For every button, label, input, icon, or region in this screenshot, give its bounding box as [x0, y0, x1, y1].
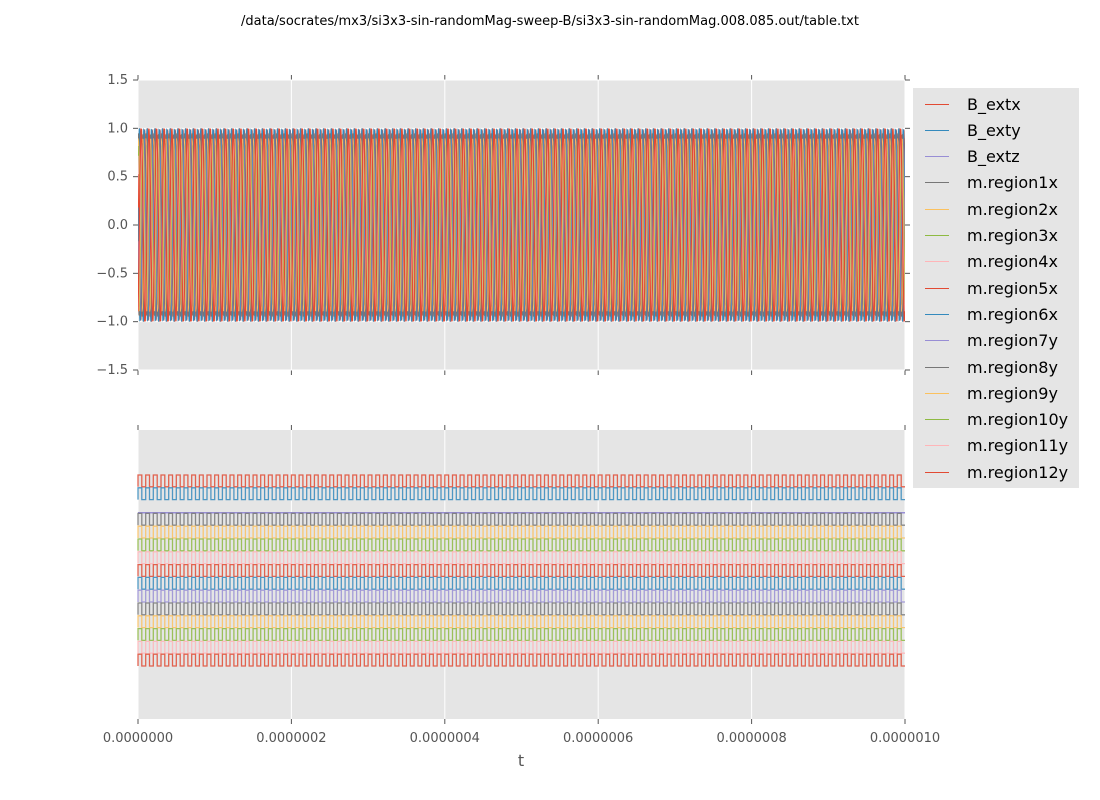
square-wave-m.region4x [137, 551, 905, 565]
legend-label: m.region5x [967, 278, 1058, 298]
legend-item: m.region8y [925, 354, 1058, 380]
y-tick-label: −1.5 [96, 363, 128, 378]
square-wave-m.region5x [137, 563, 905, 578]
legend-item: m.region7y [925, 328, 1058, 354]
legend-item: B_extx [925, 91, 1021, 117]
legend-label: m.region7y [967, 331, 1058, 351]
x-tick-label: 0.0000004 [410, 731, 480, 746]
x-tick-label: 0.0000000 [103, 731, 173, 746]
legend-item: m.region9y [925, 380, 1058, 406]
y-tick-label: 1.5 [107, 73, 128, 88]
legend-swatch [925, 445, 949, 447]
legend-item: m.region5x [925, 275, 1058, 301]
square-wave-m.region10y [137, 627, 905, 642]
legend-label: m.region8y [967, 357, 1058, 377]
legend: B_extx B_exty B_extz m.region1x m.region2x m.… [913, 88, 1079, 488]
legend-swatch [925, 366, 949, 368]
y-tick-label: −1.0 [96, 315, 128, 330]
y-tick-label: −0.5 [96, 266, 128, 281]
y-tick-label: 0.5 [107, 170, 128, 185]
x-tick-label: 0.0000002 [256, 731, 326, 746]
legend-item: m.region4x [925, 249, 1058, 275]
legend-label: m.region6x [967, 304, 1058, 324]
legend-swatch [925, 129, 949, 131]
legend-label: B_exty [967, 120, 1021, 140]
legend-swatch [925, 235, 949, 236]
legend-label: m.region4x [967, 252, 1058, 272]
legend-label: m.region9y [967, 383, 1058, 403]
legend-swatch [925, 392, 949, 394]
square-wave-B_extx [137, 474, 905, 488]
square-wave-B_exty [137, 487, 905, 501]
square-wave-m.region11y [137, 640, 905, 654]
legend-swatch [925, 313, 949, 315]
legend-item: m.region2x [925, 196, 1058, 222]
legend-item: m.region12y [925, 459, 1068, 485]
square-wave-m.region9y [137, 615, 905, 629]
legend-label: m.region11y [967, 436, 1069, 456]
legend-label: B_extz [967, 147, 1020, 167]
y-tick-label: 1.0 [107, 121, 128, 136]
legend-label: m.region3x [967, 226, 1058, 245]
square-wave-m.region12y [137, 653, 905, 667]
series-line-m.region12y [138, 128, 905, 322]
figure-title: /data/socrates/mx3/si3x3-sin-randomMag-s… [241, 14, 859, 29]
legend-swatch [925, 208, 949, 210]
legend-item: m.region10y [925, 407, 1068, 433]
x-tick-label: 0.0000006 [563, 731, 633, 746]
legend-swatch [925, 182, 949, 184]
legend-swatch [925, 340, 949, 342]
legend-item: B_exty [925, 117, 1021, 143]
legend-item: m.region11y [925, 433, 1068, 459]
legend-swatch [925, 419, 949, 421]
legend-item: B_extz [925, 144, 1020, 170]
square-wave-m.region6x [137, 576, 905, 590]
legend-swatch [925, 156, 949, 158]
legend-item: m.region3x [925, 223, 1058, 249]
square-wave-m.region2x [137, 525, 905, 539]
legend-item: m.region6x [925, 301, 1058, 327]
x-tick-label: 0.0000010 [870, 731, 940, 746]
y-tick-label: 0.0 [107, 218, 128, 233]
x-axis-label: t [518, 751, 524, 770]
legend-swatch [925, 103, 949, 105]
square-wave-m.region1x [137, 512, 905, 526]
legend-swatch [925, 287, 949, 289]
legend-label: m.region12y [967, 462, 1069, 482]
legend-swatch [925, 471, 949, 473]
square-wave-m.region8y [137, 602, 905, 616]
legend-swatch [925, 261, 949, 263]
legend-label: m.region10y [967, 410, 1069, 430]
legend-label: m.region1x [967, 173, 1058, 193]
square-wave-m.region3x [137, 538, 905, 552]
legend-item: m.region1x [925, 170, 1058, 196]
square-wave-m.region7y [137, 589, 905, 603]
legend-label: B_extx [967, 94, 1021, 114]
legend-label: m.region2x [967, 199, 1058, 219]
x-tick-label: 0.0000008 [716, 731, 786, 746]
